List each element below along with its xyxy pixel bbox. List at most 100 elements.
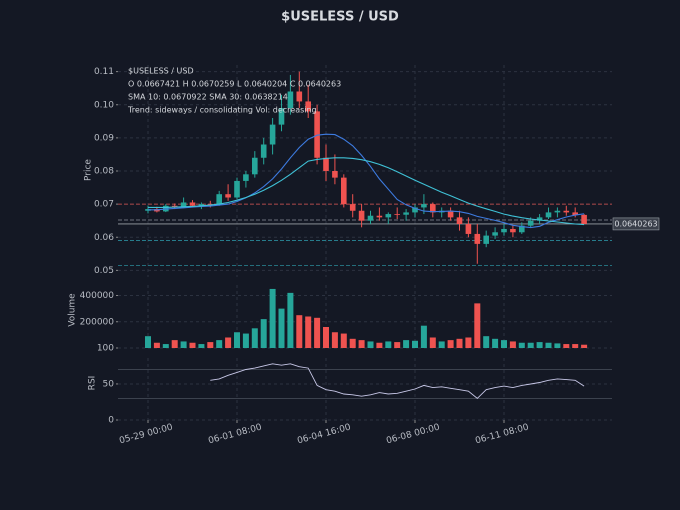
volume-bar xyxy=(545,342,552,348)
candle-body xyxy=(180,202,187,208)
candle-body xyxy=(430,204,436,213)
volume-bar xyxy=(198,344,205,348)
candle-body xyxy=(581,214,587,224)
volume-bar xyxy=(385,341,392,348)
volume-bar xyxy=(287,292,294,348)
volume-bar xyxy=(296,315,303,348)
chart-title: $USELESS / USD xyxy=(281,10,399,25)
volume-bar xyxy=(420,325,427,348)
candle-body xyxy=(572,212,578,216)
candle-body xyxy=(403,212,409,215)
volume-bar xyxy=(251,328,258,348)
volume-bar xyxy=(412,340,418,348)
candle-body xyxy=(225,194,231,198)
volume-bar xyxy=(581,344,588,348)
candle-body xyxy=(234,180,240,198)
candle-body xyxy=(332,171,338,178)
volume-bar xyxy=(367,341,374,348)
price-label-box xyxy=(612,217,660,231)
candle-body xyxy=(278,108,285,125)
y-tick-label: 50 xyxy=(103,379,115,389)
volume-bar xyxy=(269,288,276,348)
y-tick-label: 200000 xyxy=(80,317,115,327)
volume-bar xyxy=(527,342,534,348)
volume-bar xyxy=(447,340,454,348)
candle-body xyxy=(447,210,454,218)
volume-bar xyxy=(260,319,267,348)
candle-body xyxy=(465,224,472,234)
candle-body xyxy=(198,204,205,206)
candle-body xyxy=(474,233,481,244)
candle-body xyxy=(527,220,534,226)
candle-body xyxy=(287,91,294,109)
volume-bar xyxy=(314,317,321,348)
volume-bar xyxy=(145,336,151,348)
y-tick-label: 400000 xyxy=(80,291,115,301)
volume-bar xyxy=(305,316,312,348)
candle-body xyxy=(456,217,463,224)
volume-bar xyxy=(278,308,285,348)
info-text: SMA 10: 0.0670922 SMA 30: 0.0638214 xyxy=(128,93,288,102)
candle-body xyxy=(394,214,400,215)
candle-body xyxy=(252,157,258,175)
volume-bar xyxy=(349,338,356,348)
volume-bar xyxy=(242,333,249,348)
info-text: O 0.0667421 H 0.0670259 L 0.0640204 C 0.… xyxy=(128,80,341,89)
volume-bar xyxy=(234,332,240,348)
info-text: $USELESS / USD xyxy=(128,67,194,76)
volume-bar xyxy=(216,340,223,348)
candle-body xyxy=(367,215,374,221)
y-tick-label: 0.09 xyxy=(94,133,114,143)
y-tick-label: 0 xyxy=(108,416,114,426)
candle-body xyxy=(260,144,267,158)
candle-body xyxy=(296,91,303,102)
rsi-line xyxy=(210,363,585,400)
volume-bar xyxy=(572,344,579,348)
candle-body xyxy=(243,174,249,181)
candle-body xyxy=(545,212,552,218)
price-label: 0.0640263 xyxy=(614,219,657,228)
y-axis-title: RSI xyxy=(88,376,98,391)
y-tick-label: 100 xyxy=(97,343,114,353)
volume-bar xyxy=(456,338,463,348)
candle-body xyxy=(483,235,489,244)
y-axis-title: Volume xyxy=(68,293,78,327)
candle-body xyxy=(412,207,418,213)
volume-bar xyxy=(429,337,436,348)
volume-bar xyxy=(465,337,472,348)
volume-bar xyxy=(554,343,561,348)
y-tick-label: 0.06 xyxy=(94,233,114,243)
candle-body xyxy=(563,210,570,213)
volume-bar xyxy=(403,340,410,348)
volume-bar xyxy=(331,332,338,348)
volume-bar xyxy=(483,336,490,348)
volume-bar xyxy=(563,344,570,348)
candle-body xyxy=(314,111,320,158)
y-axis-title: Price xyxy=(84,159,94,181)
candle-body xyxy=(358,210,365,221)
volume-bar xyxy=(358,340,365,348)
volume-bar xyxy=(394,342,401,348)
candle-body xyxy=(269,124,276,145)
volume-bar xyxy=(189,342,196,348)
volume-bar xyxy=(492,338,499,348)
y-tick-label: 0.08 xyxy=(94,167,114,177)
sma30-line xyxy=(148,157,585,226)
volume-bar xyxy=(376,342,383,348)
volume-bar xyxy=(509,341,516,348)
volume-bar xyxy=(438,341,445,348)
candle-body xyxy=(323,157,329,171)
candle-body xyxy=(189,202,196,206)
volume-bar xyxy=(171,340,178,348)
volume-bar xyxy=(162,344,169,348)
candle-body xyxy=(341,177,347,205)
volume-bar xyxy=(518,342,525,348)
candle-body xyxy=(536,217,543,221)
volume-bar xyxy=(207,342,214,348)
volume-bar xyxy=(501,340,507,348)
y-tick-label: 0.07 xyxy=(94,200,114,210)
volume-bar xyxy=(180,341,187,348)
candle-body xyxy=(305,101,311,112)
